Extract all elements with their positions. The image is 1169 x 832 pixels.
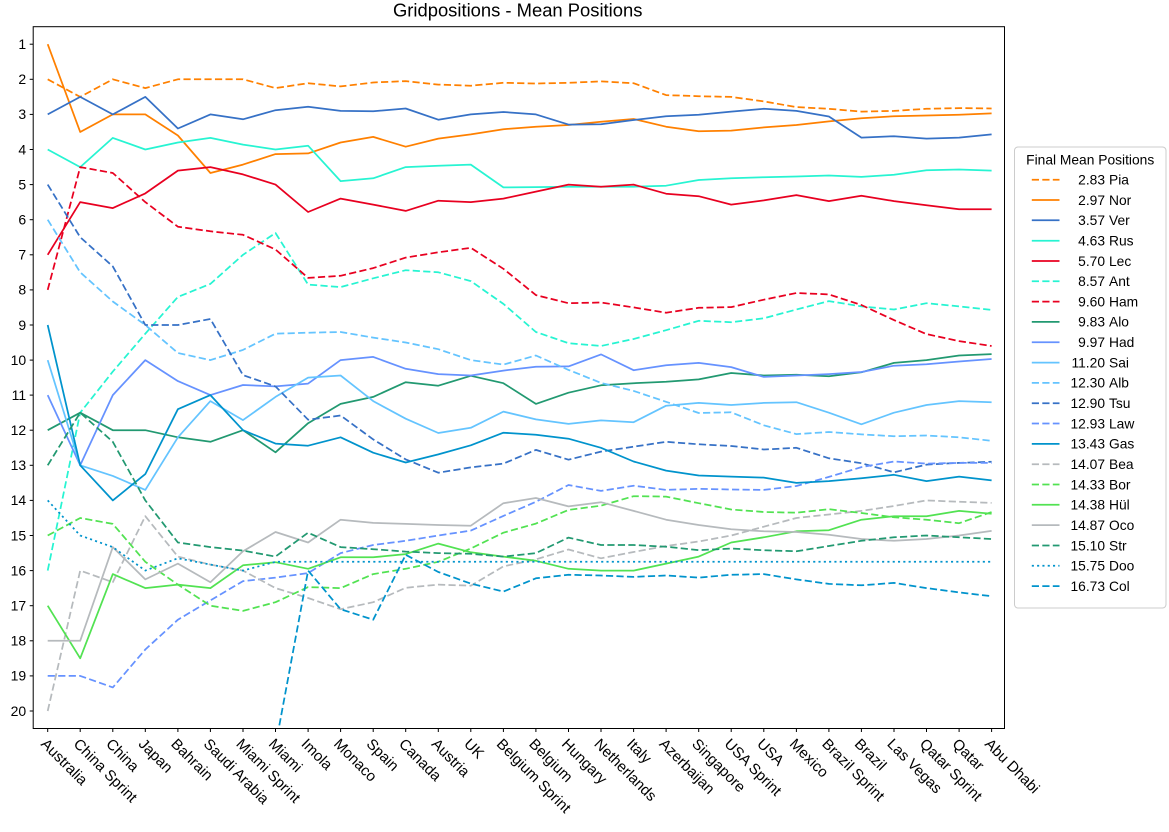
svg-text:Col: Col <box>1109 579 1130 594</box>
svg-text:14: 14 <box>11 492 27 508</box>
svg-text:Alb: Alb <box>1109 376 1129 391</box>
svg-text:14.33: 14.33 <box>1070 477 1105 492</box>
svg-text:15.75: 15.75 <box>1070 559 1105 574</box>
svg-text:11.20: 11.20 <box>1071 355 1105 370</box>
svg-text:6: 6 <box>18 212 26 228</box>
svg-text:Final Mean Positions: Final Mean Positions <box>1026 153 1154 168</box>
svg-text:3.57: 3.57 <box>1078 213 1105 228</box>
svg-text:16: 16 <box>11 562 27 578</box>
svg-text:11: 11 <box>12 387 27 403</box>
svg-text:9: 9 <box>18 317 26 333</box>
svg-text:4.63: 4.63 <box>1078 234 1105 249</box>
svg-text:9.60: 9.60 <box>1078 294 1105 309</box>
svg-text:13: 13 <box>11 457 27 473</box>
svg-text:17: 17 <box>11 598 27 614</box>
svg-text:2.83: 2.83 <box>1078 173 1105 188</box>
svg-text:7: 7 <box>18 247 26 263</box>
svg-text:20: 20 <box>11 703 27 719</box>
svg-text:12.93: 12.93 <box>1070 416 1105 431</box>
svg-text:Hül: Hül <box>1109 498 1130 513</box>
svg-text:Gas: Gas <box>1109 437 1134 452</box>
svg-text:9.97: 9.97 <box>1078 335 1105 350</box>
svg-text:2.97: 2.97 <box>1078 193 1105 208</box>
svg-text:14.87: 14.87 <box>1070 518 1105 533</box>
svg-text:Ham: Ham <box>1109 294 1138 309</box>
svg-text:12.30: 12.30 <box>1070 376 1105 391</box>
svg-text:Nor: Nor <box>1109 193 1132 208</box>
svg-text:Tsu: Tsu <box>1109 396 1130 411</box>
svg-text:5: 5 <box>18 176 26 192</box>
svg-text:Sai: Sai <box>1109 355 1129 370</box>
svg-text:Lec: Lec <box>1109 254 1131 269</box>
svg-text:2: 2 <box>18 71 26 87</box>
svg-text:10: 10 <box>11 352 27 368</box>
svg-text:Had: Had <box>1109 335 1134 350</box>
svg-text:13.43: 13.43 <box>1070 437 1105 452</box>
svg-text:Str: Str <box>1109 538 1127 553</box>
svg-text:5.70: 5.70 <box>1078 254 1105 269</box>
svg-text:1: 1 <box>18 36 26 52</box>
svg-text:14.07: 14.07 <box>1070 457 1105 472</box>
svg-text:16.73: 16.73 <box>1070 579 1105 594</box>
svg-text:14.38: 14.38 <box>1070 498 1105 513</box>
svg-text:Law: Law <box>1109 416 1134 431</box>
svg-text:19: 19 <box>11 668 27 684</box>
svg-text:8: 8 <box>18 282 26 298</box>
svg-text:Doo: Doo <box>1109 559 1135 574</box>
svg-text:Bor: Bor <box>1109 477 1131 492</box>
svg-text:8.57: 8.57 <box>1078 274 1105 289</box>
svg-text:9.83: 9.83 <box>1078 315 1105 330</box>
svg-text:15.10: 15.10 <box>1070 538 1105 553</box>
svg-text:Oco: Oco <box>1109 518 1135 533</box>
svg-text:4: 4 <box>18 141 26 157</box>
svg-text:12: 12 <box>11 422 27 438</box>
svg-text:Ant: Ant <box>1109 274 1130 289</box>
svg-text:Bea: Bea <box>1109 457 1134 472</box>
svg-text:Gridpositions - Mean Positions: Gridpositions - Mean Positions <box>393 0 642 21</box>
svg-text:Pia: Pia <box>1109 173 1129 188</box>
svg-text:Ver: Ver <box>1109 213 1130 228</box>
svg-text:3: 3 <box>18 106 26 122</box>
svg-text:12.90: 12.90 <box>1070 396 1105 411</box>
svg-text:15: 15 <box>11 527 27 543</box>
svg-text:Alo: Alo <box>1109 315 1129 330</box>
svg-text:18: 18 <box>11 633 27 649</box>
svg-text:Rus: Rus <box>1109 234 1134 249</box>
